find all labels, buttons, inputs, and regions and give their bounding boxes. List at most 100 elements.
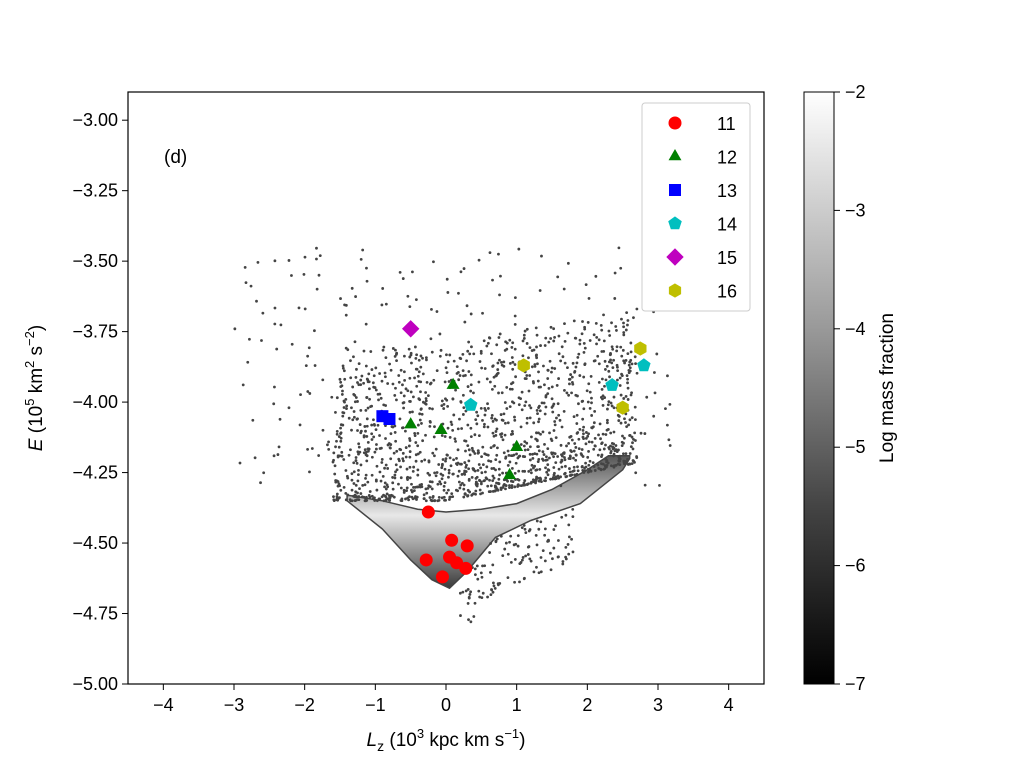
background-particle (385, 497, 389, 501)
background-particle (574, 453, 578, 457)
background-particle (592, 465, 596, 468)
background-particle (599, 468, 603, 472)
background-particle (370, 368, 374, 371)
background-particle (472, 467, 476, 471)
background-particle (570, 438, 574, 442)
background-particle (418, 418, 422, 422)
background-particle (401, 277, 405, 280)
background-particle (528, 458, 532, 462)
background-particle (523, 469, 527, 473)
background-particle (496, 583, 500, 587)
background-particle (620, 444, 624, 448)
background-particle (564, 475, 568, 479)
background-particle (622, 325, 626, 329)
background-particle (557, 413, 561, 417)
background-particle (561, 562, 565, 566)
background-particle (313, 329, 316, 333)
background-particle (489, 459, 493, 463)
background-particle (560, 515, 564, 519)
background-particle (622, 436, 626, 440)
background-particle (463, 469, 467, 473)
background-particle (277, 445, 281, 449)
background-particle (343, 303, 346, 307)
background-particle (630, 416, 634, 420)
background-particle (559, 359, 563, 363)
background-particle (524, 400, 528, 404)
background-particle (384, 375, 387, 379)
background-particle (406, 389, 410, 393)
background-particle (563, 340, 567, 343)
background-particle (635, 371, 639, 375)
background-particle (424, 487, 428, 491)
colorbar-tick-label: −5 (845, 437, 866, 457)
background-particle (354, 295, 357, 298)
y-tick-label: −5.00 (72, 674, 118, 694)
background-particle (371, 497, 375, 501)
background-particle (543, 533, 547, 537)
background-particle (541, 450, 545, 454)
background-particle (612, 452, 616, 456)
background-particle (442, 484, 446, 488)
background-particle (432, 378, 436, 382)
background-particle (499, 413, 503, 416)
background-particle (601, 404, 605, 407)
background-particle (381, 348, 385, 352)
background-particle (489, 542, 493, 545)
background-particle (548, 359, 552, 363)
background-particle (426, 471, 430, 475)
background-particle (497, 482, 501, 486)
background-particle (351, 418, 355, 422)
background-particle (533, 479, 537, 483)
background-particle (501, 471, 504, 475)
background-particle (302, 272, 306, 276)
background-particle (624, 328, 628, 332)
background-particle (483, 422, 486, 426)
background-particle (511, 480, 515, 484)
background-particle (415, 353, 419, 357)
background-particle (544, 476, 548, 480)
background-particle (447, 380, 451, 383)
background-particle (353, 393, 357, 397)
background-particle (583, 327, 587, 331)
y-tick-label: −4.00 (72, 392, 118, 412)
background-particle (566, 543, 570, 546)
background-particle (575, 361, 579, 365)
background-particle (491, 364, 495, 368)
background-particle (516, 534, 520, 538)
background-particle (388, 446, 392, 450)
background-particle (456, 474, 460, 478)
background-particle (600, 377, 604, 381)
background-particle (523, 440, 527, 444)
background-particle (395, 398, 398, 402)
background-particle (333, 464, 337, 468)
background-particle (550, 397, 554, 401)
background-particle (428, 485, 432, 489)
background-particle (520, 526, 524, 530)
background-particle (374, 428, 378, 431)
background-particle (666, 374, 669, 378)
background-particle (327, 440, 330, 444)
background-particle (610, 345, 614, 349)
background-particle (480, 575, 484, 579)
background-particle (563, 458, 567, 462)
background-particle (535, 452, 539, 456)
background-particle (508, 338, 512, 342)
background-particle (357, 498, 361, 501)
background-particle (537, 431, 540, 435)
background-particle (583, 363, 587, 366)
background-particle (574, 365, 578, 369)
background-particle (643, 483, 647, 487)
background-particle (372, 435, 376, 439)
background-particle (411, 270, 414, 274)
background-particle (339, 488, 343, 492)
background-particle (331, 460, 335, 464)
background-particle (261, 311, 265, 315)
background-particle (539, 520, 543, 524)
background-particle (624, 421, 627, 424)
background-particle (582, 350, 586, 354)
background-particle (557, 377, 560, 380)
background-particle (401, 459, 405, 463)
background-particle (588, 407, 592, 410)
background-particle (454, 488, 458, 492)
background-particle (489, 484, 493, 488)
